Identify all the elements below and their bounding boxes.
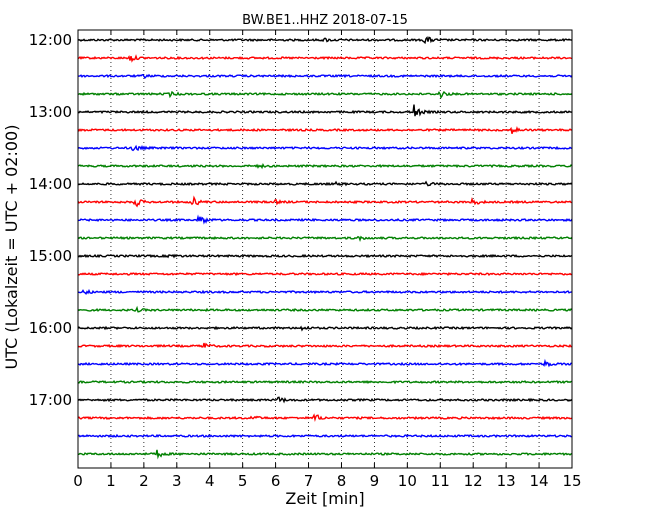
seismogram-trace [77, 54, 573, 63]
seismogram-trace [77, 235, 573, 242]
x-tick-label: 8 [337, 472, 347, 490]
y-tick-label: 14:00 [29, 175, 72, 193]
y-tick-label: 13:00 [29, 103, 72, 121]
seismogram-trace [77, 144, 573, 152]
x-axis-ticks: 0 1 2 3 4 5 6 7 8 9 10 11 12 13 14 15 [73, 30, 582, 490]
x-tick-label: 14 [530, 472, 549, 490]
grid-lines [110, 30, 540, 468]
chart-title: BW.BE1..HHZ 2018-07-15 [242, 13, 408, 28]
seismogram-trace [77, 342, 573, 349]
x-tick-label: 15 [562, 472, 581, 490]
seismogram-trace [77, 449, 573, 460]
x-tick-label: 4 [205, 472, 215, 490]
seismogram-trace [77, 162, 573, 170]
x-axis-label: Zeit [min] [285, 489, 364, 508]
seismogram-trace [77, 305, 573, 313]
x-tick-label: 9 [370, 472, 380, 490]
seismogram-trace [77, 73, 573, 79]
x-tick-label: 6 [271, 472, 281, 490]
seismogram-trace [77, 126, 573, 134]
y-tick-label: 12:00 [29, 31, 72, 49]
seismogram-trace [77, 253, 573, 259]
y-axis-label: UTC (Lokalzeit = UTC + 02:00) [2, 125, 21, 370]
seismogram-trace [77, 104, 573, 117]
seismogram-trace [77, 413, 573, 422]
x-tick-label: 5 [238, 472, 248, 490]
seismogram-trace [77, 358, 573, 368]
seismogram-trace [77, 214, 573, 225]
y-tick-label: 15:00 [29, 247, 72, 265]
x-tick-label: 3 [172, 472, 182, 490]
x-tick-label: 2 [139, 472, 149, 490]
x-tick-label: 7 [304, 472, 314, 490]
seismogram-trace [77, 36, 573, 45]
plot-frame [77, 29, 573, 469]
seismogram-trace [77, 180, 573, 187]
y-tick-label: 17:00 [29, 391, 72, 409]
x-tick-label: 0 [73, 472, 83, 490]
x-tick-label: 1 [106, 472, 116, 490]
seismogram-trace [77, 288, 573, 296]
x-tick-label: 10 [398, 472, 417, 490]
seismogram-trace [77, 396, 573, 404]
y-tick-label: 16:00 [29, 319, 72, 337]
x-tick-label: 11 [431, 472, 450, 490]
seismogram-trace [77, 379, 573, 385]
seismogram-trace [77, 325, 573, 332]
seismogram-trace [77, 195, 573, 208]
x-tick-label: 12 [464, 472, 483, 490]
seismogram-trace [77, 271, 573, 277]
x-tick-label: 13 [497, 472, 516, 490]
y-axis-ticks: 12:00 13:00 14:00 15:00 16:00 17:00 [29, 31, 572, 409]
trace-group [77, 36, 573, 460]
seismogram-trace [77, 90, 573, 99]
seismogram-trace [77, 433, 573, 439]
